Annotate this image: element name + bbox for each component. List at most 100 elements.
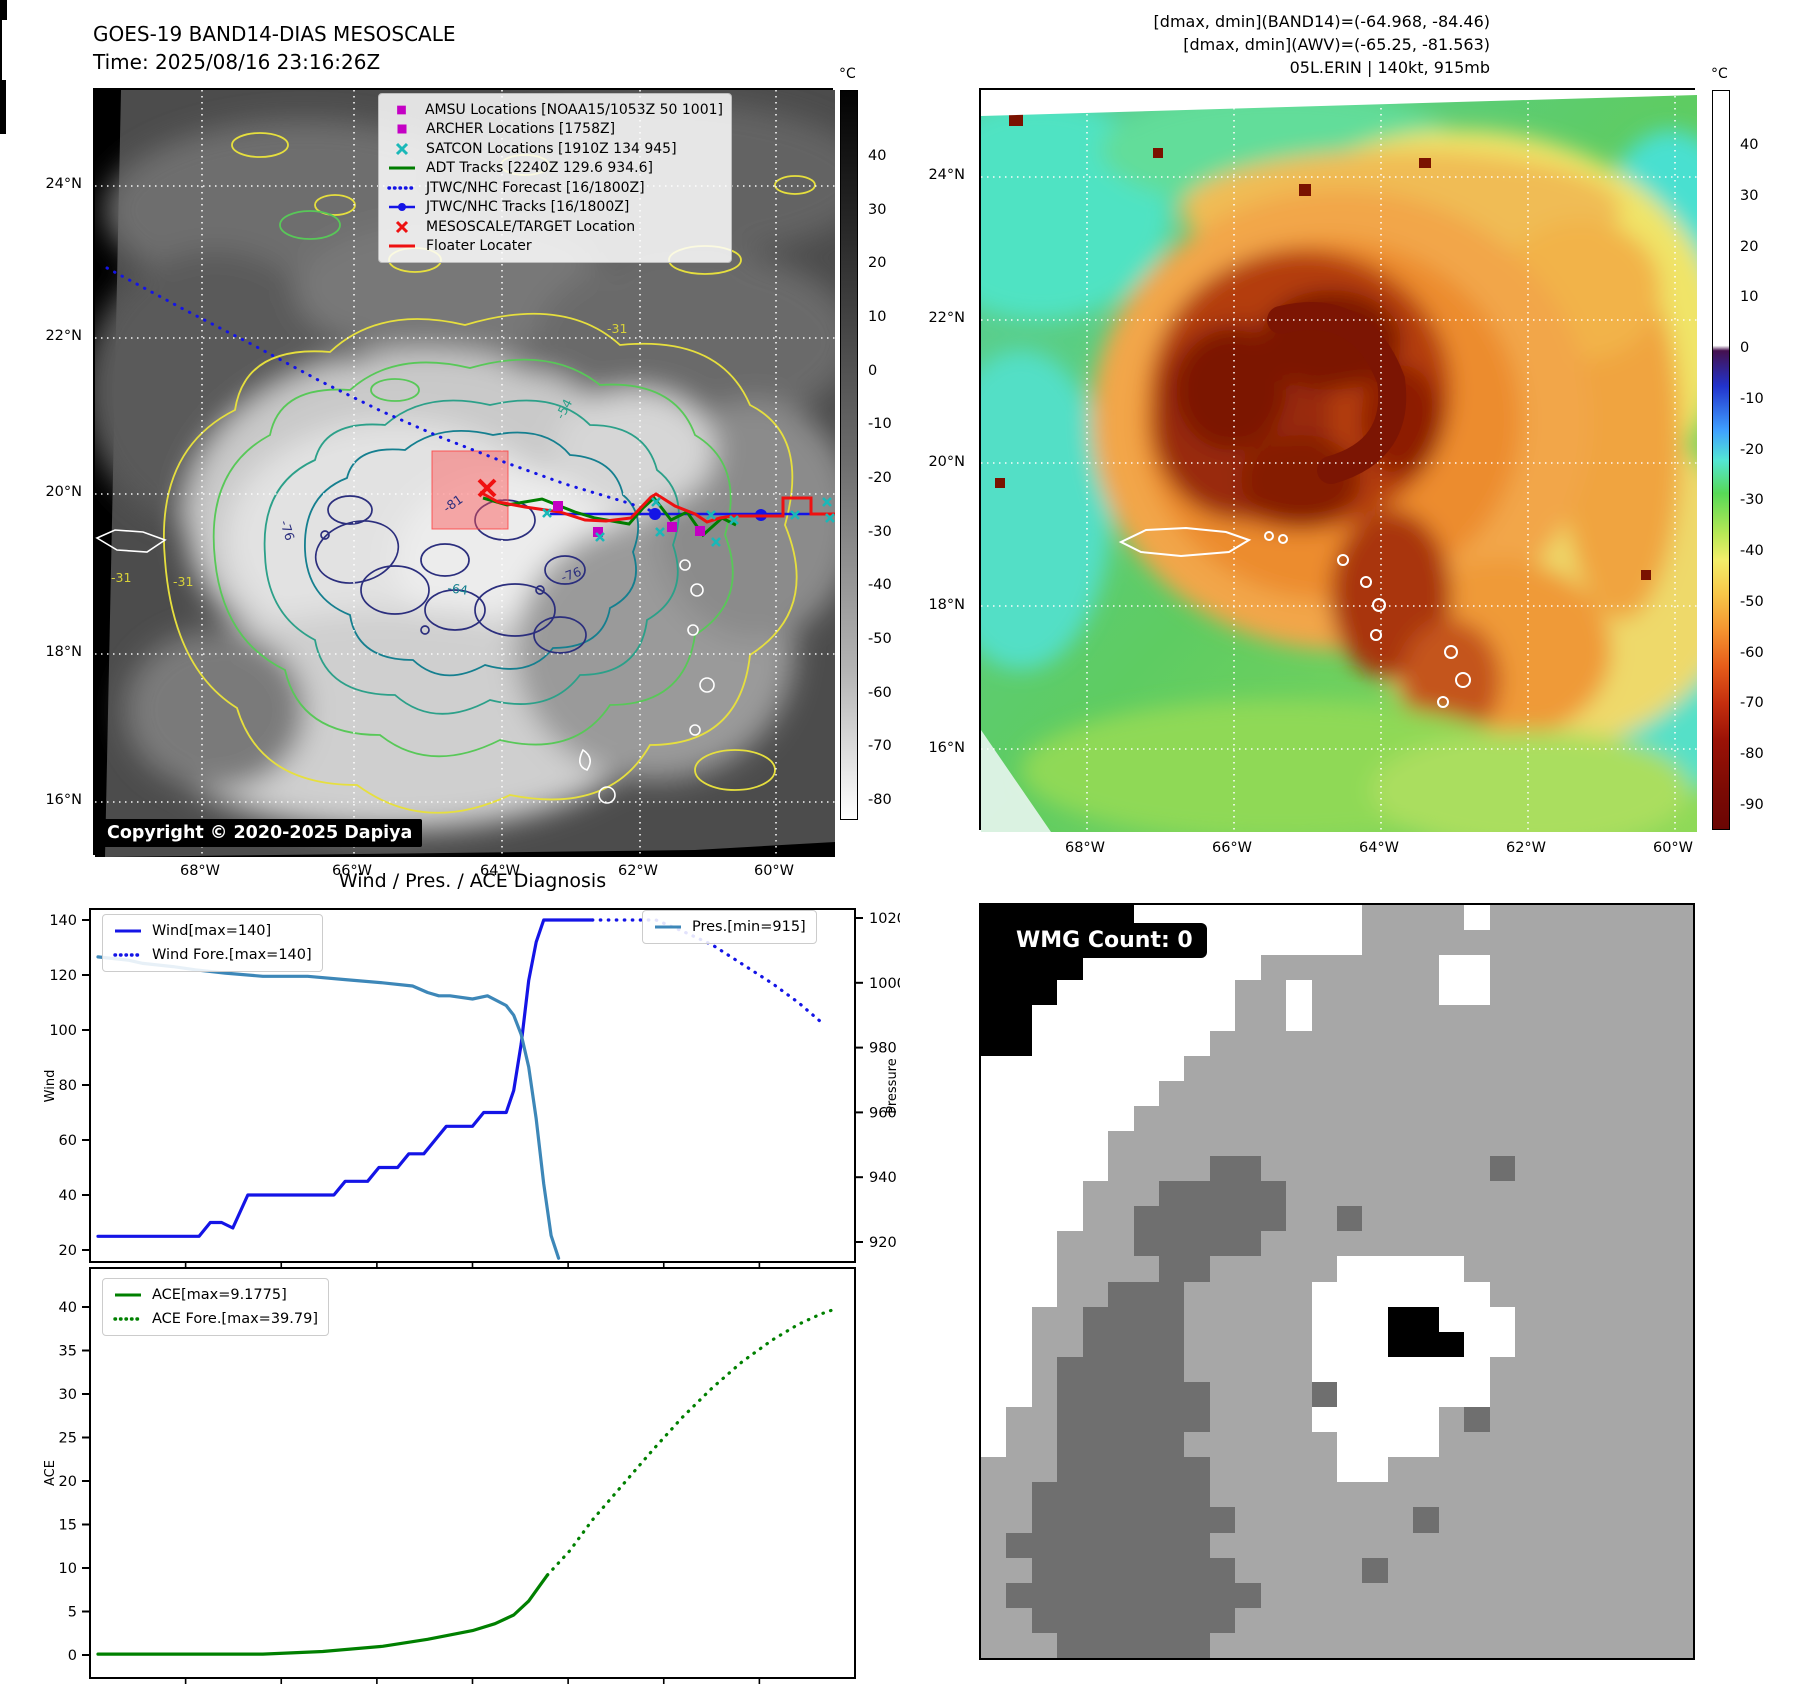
swath-edge-corner <box>981 730 1051 832</box>
square-marker-icon <box>397 105 406 115</box>
svg-text:140: 140 <box>49 913 77 929</box>
cbar-tick <box>0 128 6 130</box>
cbar-tick-label: -80 <box>1740 746 1764 763</box>
cbar-tick <box>0 98 6 100</box>
svg-text:120: 120 <box>49 968 77 984</box>
cbar-tick-label: -70 <box>1740 695 1764 712</box>
svg-text:Wind: Wind <box>43 1070 58 1103</box>
lat-tick <box>0 0 7 2</box>
lat-label: 18°N <box>45 644 82 660</box>
cbar-tick-label: 30 <box>868 201 887 218</box>
lon-label: 62°W <box>1505 840 1547 856</box>
cbar-tick-label: -40 <box>868 577 892 594</box>
lat-tick <box>0 6 7 8</box>
cbar-tick-label: -90 <box>1740 797 1764 813</box>
cbar-tick <box>0 126 6 128</box>
legend-item: Wind[max=140] <box>113 919 312 943</box>
lat-tick <box>0 14 7 16</box>
left-panel-title: GOES-19 BAND14-DIAS MESOSCALE Time: 2025/… <box>93 20 456 76</box>
legend-item: SATCON Locations [1910Z 134 945] <box>387 139 723 159</box>
lon-label: 66°W <box>1211 840 1253 856</box>
legend-item: Floater Locater <box>387 237 723 257</box>
svg-text:-76: -76 <box>559 564 583 585</box>
amsu-archer-markers <box>553 501 705 537</box>
cbar-tick-label: 40 <box>868 148 887 164</box>
legend-item: ACE Fore.[max=39.79] <box>113 1307 318 1331</box>
square-marker-icon <box>397 124 407 134</box>
lon-tick <box>0 62 2 68</box>
svg-text:20: 20 <box>59 1474 77 1490</box>
svg-text:35: 35 <box>59 1344 77 1360</box>
map-gridlines <box>981 90 1697 832</box>
svg-text:940: 940 <box>869 1170 897 1186</box>
svg-text:25: 25 <box>59 1431 77 1447</box>
band14-colorbar-unit: °C <box>839 66 856 82</box>
coastlines <box>95 529 715 804</box>
svg-text:-76: -76 <box>277 518 298 542</box>
cbar-tick <box>0 80 6 82</box>
enhanced-ir-image <box>981 90 1697 832</box>
ir-colorbar-unit: °C <box>1711 66 1728 82</box>
lat-tick <box>0 16 7 18</box>
ace-chart: 40 35 30 25 20 15 10 5 0 ACE <box>43 1267 856 1684</box>
legend-item-label: AMSU Locations [NOAA15/1053Z 50 1001] <box>424 101 723 118</box>
lat-tick <box>0 2 7 4</box>
cbar-tick <box>0 82 6 84</box>
diagnosis-chart-title: Wind / Pres. / ACE Diagnosis <box>338 870 607 892</box>
lon-label: 64°W <box>479 863 521 879</box>
wind-legend: Wind[max=140] Wind Fore.[max=140] <box>102 914 323 972</box>
cbar-tick <box>0 96 6 98</box>
legend-item: ACE[max=9.1775] <box>113 1283 318 1307</box>
lat-tick <box>0 18 7 20</box>
cbar-tick-label: -20 <box>868 470 892 487</box>
target-x-marker <box>477 478 497 498</box>
cbar-tick <box>0 94 6 96</box>
svg-text:20: 20 <box>59 1243 77 1259</box>
cbar-tick-label: 0 <box>1740 340 1750 357</box>
lon-label: 62°W <box>617 863 659 879</box>
lon-tick <box>0 38 2 44</box>
cbar-tick <box>0 102 6 104</box>
line-marker-icon <box>655 925 681 929</box>
line-marker-icon <box>389 166 415 170</box>
lon-tick <box>0 74 2 80</box>
cbar-tick <box>0 104 6 106</box>
legend-item-label: Pres.[min=915] <box>692 919 806 935</box>
cbar-tick-label: -70 <box>868 738 892 755</box>
cbar-tick-label: -40 <box>1740 543 1764 560</box>
legend-item-label: ADT Tracks [2240Z 129.6 934.6] <box>426 160 653 177</box>
cbar-tick <box>0 90 6 92</box>
cbar-tick <box>0 110 6 112</box>
dotted-marker-icon <box>113 953 143 957</box>
cbar-tick-label: -80 <box>868 792 892 809</box>
legend-item-label: Wind Fore.[max=140] <box>152 947 312 963</box>
lat-tick <box>0 10 7 12</box>
dmax-awv: [dmax, dmin](AWV)=(-65.25, -81.563) <box>1183 35 1490 54</box>
cbar-tick <box>0 88 6 90</box>
cbar-tick <box>0 92 6 94</box>
lat-tick <box>0 8 7 10</box>
svg-text:920: 920 <box>869 1235 897 1251</box>
lon-label: 64°W <box>1358 840 1400 856</box>
svg-text:30: 30 <box>59 1387 77 1403</box>
ace-legend: ACE[max=9.1775] ACE Fore.[max=39.79] <box>102 1278 329 1336</box>
lat-label: 20°N <box>45 484 82 500</box>
title-line1: GOES-19 BAND14-DIAS MESOSCALE <box>93 22 456 46</box>
lon-tick <box>0 68 2 74</box>
cbar-tick-label: -30 <box>1740 492 1764 509</box>
storm-id: 05L.ERIN | 140kt, 915mb <box>1289 58 1490 77</box>
legend-item-label: ACE[max=9.1775] <box>152 1287 287 1303</box>
line-marker-icon <box>115 1293 141 1297</box>
svg-text:Pressure: Pressure <box>885 1058 900 1114</box>
x-marker-icon <box>395 220 409 233</box>
lon-tick <box>0 32 2 38</box>
lat-label: 16°N <box>928 740 965 756</box>
lon-label: 60°W <box>1652 840 1694 856</box>
legend-item: Pres.[min=915] <box>653 915 806 939</box>
svg-text:15: 15 <box>59 1518 77 1534</box>
lon-label: 66°W <box>331 863 373 879</box>
cbar-tick <box>0 84 6 86</box>
lat-label: 20°N <box>928 454 965 470</box>
lon-label: 68°W <box>1064 840 1106 856</box>
dotted-marker-icon <box>113 1317 143 1321</box>
